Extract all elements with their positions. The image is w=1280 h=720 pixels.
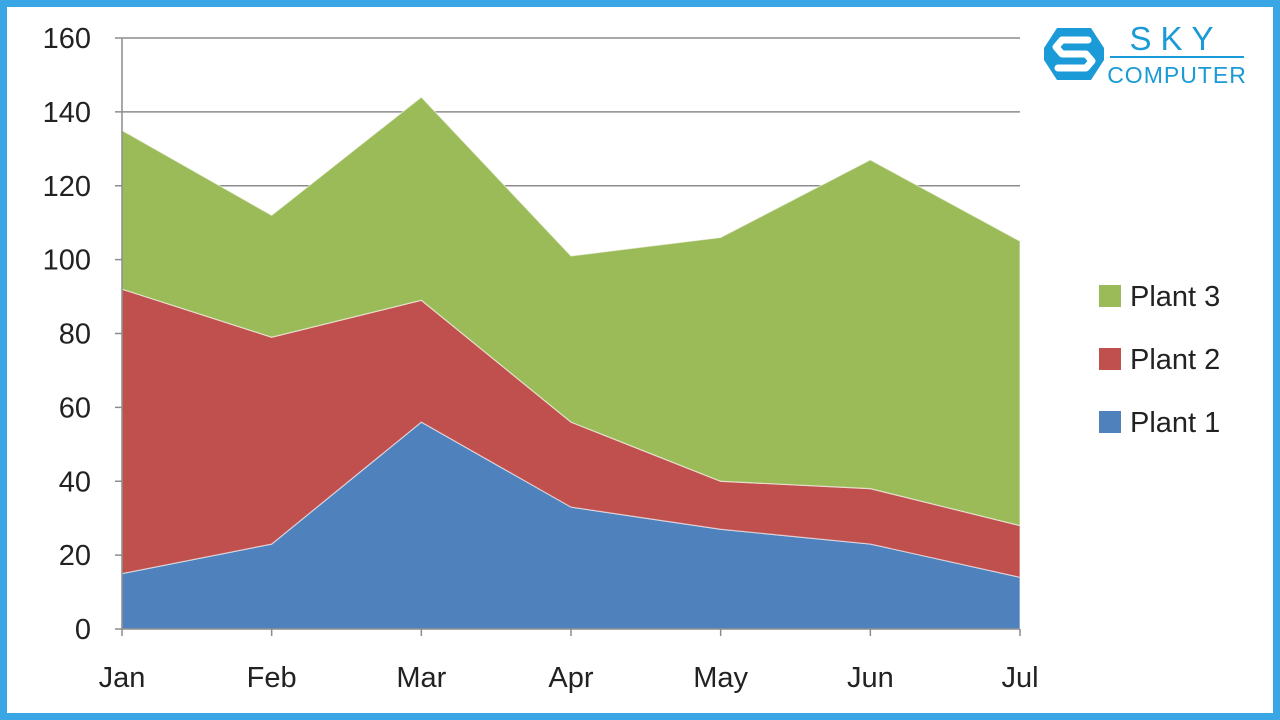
x-tick-label-jan: Jan [99, 662, 146, 694]
legend-label-plant-2: Plant 2 [1130, 344, 1220, 376]
legend-swatch-plant-1 [1099, 411, 1121, 433]
legend-swatch-plant-2 [1099, 348, 1121, 370]
x-tick-label-jul: Jul [1001, 662, 1038, 694]
y-tick-label-80: 80 [59, 319, 91, 351]
x-tick-label-feb: Feb [247, 662, 297, 694]
y-tick-label-60: 60 [59, 392, 91, 424]
y-tick-label-20: 20 [59, 540, 91, 572]
y-tick-labels: 0 20 40 60 80 100 120 140 160 [43, 23, 91, 646]
x-tick-label-apr: Apr [548, 662, 593, 694]
y-tick-label-120: 120 [43, 171, 91, 203]
legend-label-plant-1: Plant 1 [1130, 407, 1220, 439]
y-tick-label-40: 40 [59, 466, 91, 498]
logo-icon [1044, 28, 1104, 80]
x-tick-labels: Jan Feb Mar Apr May Jun Jul [99, 662, 1039, 694]
x-tick-label-mar: Mar [396, 662, 446, 694]
area-series-group [121, 96, 1021, 630]
x-tick-label-jun: Jun [847, 662, 894, 694]
legend-swatch-plant-3 [1099, 285, 1121, 307]
stacked-area-chart: 0 20 40 60 80 100 120 140 160 Jan Feb Mar Apr May Jun… [43, 20, 1247, 694]
brand-line2: COMPUTER [1107, 62, 1247, 88]
legend: Plant 3 Plant 2 Plant 1 [1099, 281, 1220, 439]
axes [115, 37, 1021, 636]
legend-label-plant-3: Plant 3 [1130, 281, 1220, 313]
y-tick-label-100: 100 [43, 245, 91, 277]
brand-line1: SKY [1129, 20, 1222, 57]
brand-logo: SKY COMPUTER [1044, 20, 1247, 88]
x-tick-label-may: May [693, 662, 748, 694]
y-tick-label-140: 140 [43, 97, 91, 129]
y-tick-label-0: 0 [75, 614, 91, 646]
area-plant-3 [121, 96, 1021, 527]
y-tick-label-160: 160 [43, 23, 91, 55]
